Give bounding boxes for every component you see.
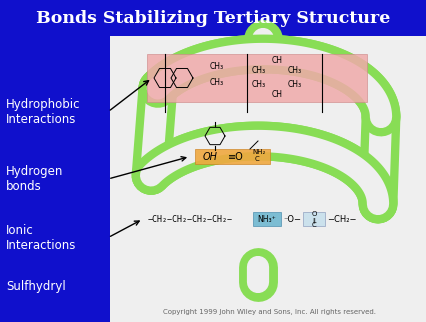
Text: ⁻O−: ⁻O−	[282, 214, 300, 223]
Text: Hydrophobic
Interactions: Hydrophobic Interactions	[6, 98, 81, 126]
Text: CH₃: CH₃	[251, 65, 265, 74]
Text: OH: OH	[202, 151, 218, 162]
Text: −CH₂−CH₂−CH₂−CH₂−: −CH₂−CH₂−CH₂−CH₂−	[148, 214, 233, 223]
Text: −CH₂−: −CH₂−	[326, 214, 356, 223]
FancyBboxPatch shape	[110, 36, 426, 322]
Text: CH: CH	[271, 90, 282, 99]
Text: O: O	[311, 211, 316, 217]
Text: Copyright 1999 John Wiley and Sons, Inc. All rights reserved.: Copyright 1999 John Wiley and Sons, Inc.…	[163, 309, 376, 315]
FancyBboxPatch shape	[195, 149, 269, 164]
Text: Hydrogen
bonds: Hydrogen bonds	[6, 165, 63, 193]
Text: Ionic
Interactions: Ionic Interactions	[6, 224, 76, 251]
Text: CH₃: CH₃	[287, 80, 301, 89]
Text: Sulfhydryl: Sulfhydryl	[6, 280, 66, 293]
FancyBboxPatch shape	[147, 54, 366, 102]
Text: CH₃: CH₃	[251, 80, 265, 89]
FancyBboxPatch shape	[0, 0, 426, 36]
FancyBboxPatch shape	[302, 212, 324, 226]
Text: Bonds Stabilizing Tertiary Structure: Bonds Stabilizing Tertiary Structure	[36, 10, 390, 26]
Text: CH₃: CH₃	[287, 65, 301, 74]
FancyBboxPatch shape	[253, 212, 280, 226]
Text: CH: CH	[271, 55, 282, 64]
Text: CH₃: CH₃	[210, 62, 224, 71]
Text: C: C	[311, 222, 316, 228]
Text: C: C	[254, 156, 259, 162]
Text: ≡O: ≡O	[227, 151, 243, 162]
FancyBboxPatch shape	[0, 36, 110, 322]
Text: ‖: ‖	[312, 217, 315, 223]
Text: NH₂: NH₂	[251, 149, 265, 155]
Text: NH₃⁺: NH₃⁺	[257, 214, 276, 223]
Text: CH₃: CH₃	[210, 78, 224, 87]
